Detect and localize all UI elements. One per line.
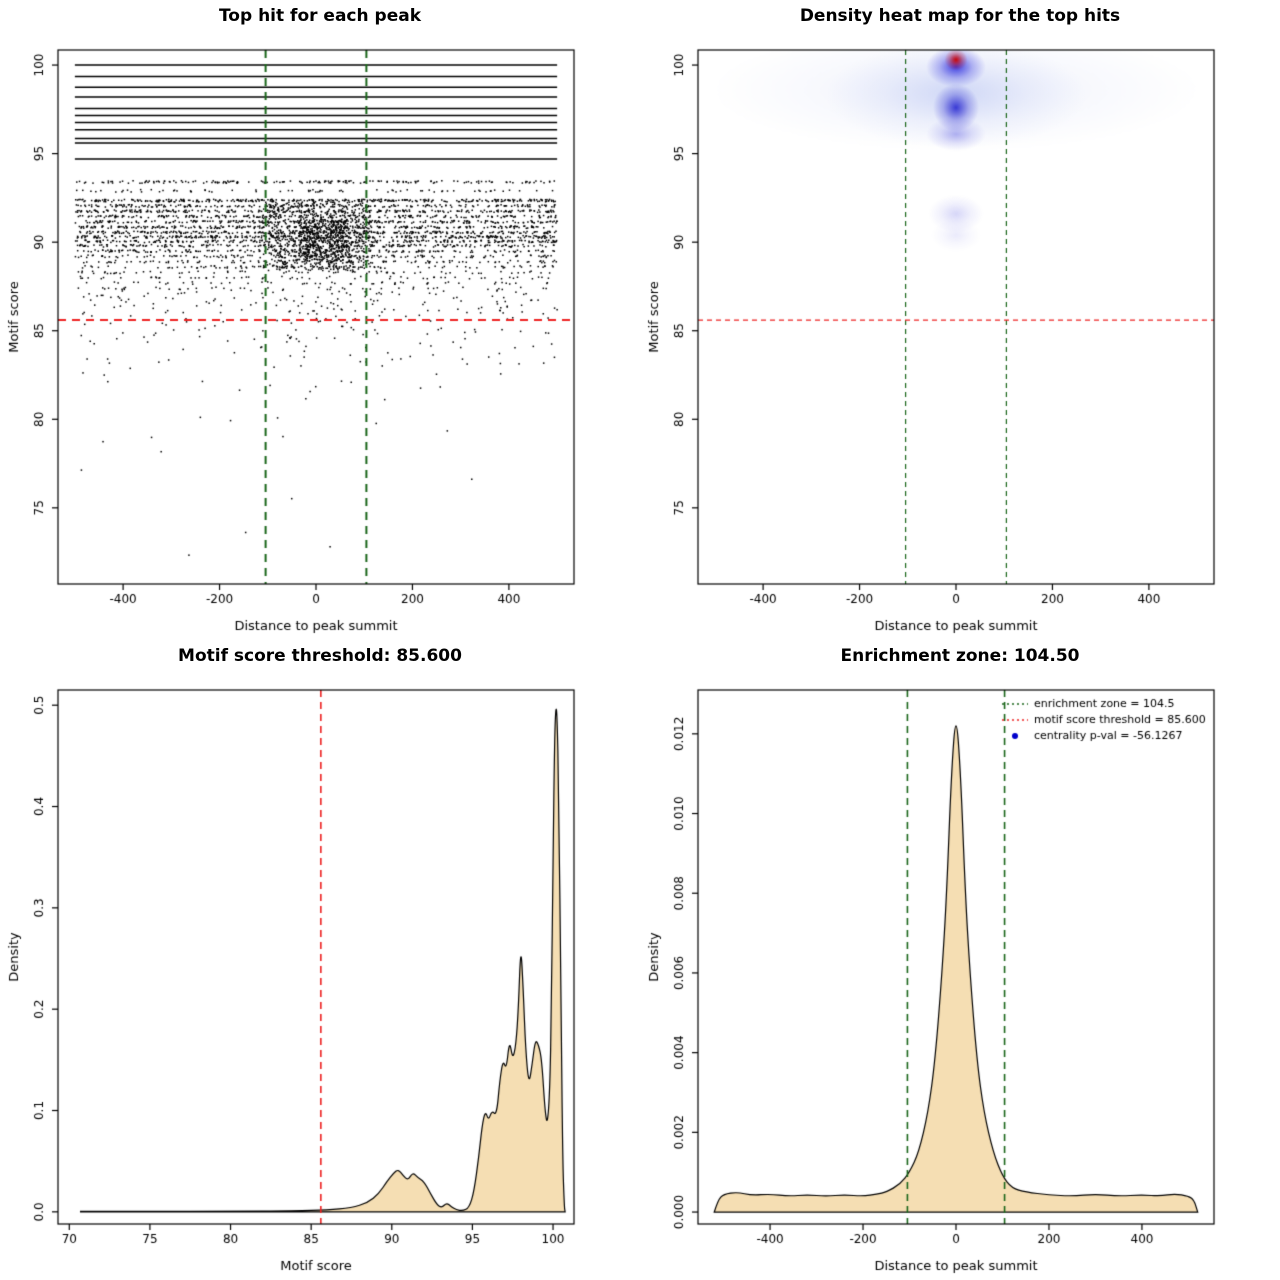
enrichment-zone-density-canvas [640, 676, 1280, 1280]
chart-title-top-hits: Top hit for each peak [218, 6, 422, 26]
chart-title-heatmap: Density heat map for the top hits [799, 6, 1121, 26]
motif-score-density-canvas [0, 676, 640, 1280]
panel-enrichment-zone: Enrichment zone: 104.50 [640, 640, 1280, 1280]
density-heatmap-canvas [640, 36, 1280, 640]
chart-title-motif-threshold: Motif score threshold: 85.600 [178, 646, 462, 666]
top-hit-scatter-canvas [0, 36, 640, 640]
panel-density-heatmap: Density heat map for the top hits [640, 0, 1280, 640]
panel-motif-score-density: Motif score threshold: 85.600 [0, 640, 640, 1280]
chart-title-enrichment-zone: Enrichment zone: 104.50 [840, 646, 1080, 666]
panel-top-hit-scatter: Top hit for each peak [0, 0, 640, 640]
